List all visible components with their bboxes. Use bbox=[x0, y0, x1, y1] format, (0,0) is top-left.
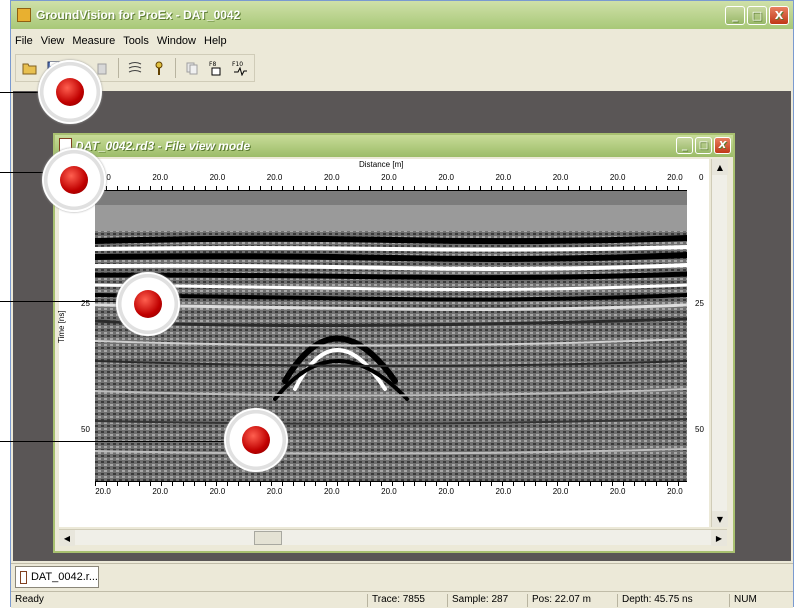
mdi-workspace: DAT_0042.rd3 - File view mode _ □ X Dist… bbox=[13, 91, 791, 561]
callout-leader-line bbox=[0, 301, 126, 302]
hotspot-dot-icon bbox=[56, 78, 84, 106]
tick-label: 20.0 bbox=[152, 173, 168, 182]
y-tick-right-25: 25 bbox=[695, 299, 704, 308]
app-icon bbox=[17, 8, 31, 22]
tick-label: 20.0 bbox=[209, 487, 226, 496]
tick-label: 20.0 bbox=[667, 173, 683, 182]
bottom-tick-labels: 20.0 20.0 20.0 20.0 20.0 20.0 20.0 20.0 … bbox=[89, 487, 689, 497]
copy-icon[interactable] bbox=[182, 58, 202, 78]
callout-leader-line bbox=[0, 92, 50, 93]
vertical-scrollbar[interactable]: ▲ ▼ bbox=[711, 159, 728, 527]
tick-label: 20.0 bbox=[152, 487, 168, 496]
menu-tools[interactable]: Tools bbox=[123, 35, 149, 47]
tick-label: 20.0 bbox=[381, 487, 397, 496]
callout-hotspot-toolbar[interactable] bbox=[38, 60, 102, 124]
tick-label: 20.0 bbox=[552, 173, 569, 182]
horizontal-scroll-thumb[interactable] bbox=[254, 531, 282, 545]
child-minimize-button[interactable]: _ bbox=[676, 137, 693, 154]
tick-label: 20.0 bbox=[266, 173, 283, 182]
y-tick-right-50: 50 bbox=[695, 425, 704, 434]
callout-hotspot-surface[interactable] bbox=[116, 272, 180, 336]
status-sample: Sample: 287 bbox=[447, 594, 508, 607]
tick-label: 20.0 bbox=[495, 487, 512, 496]
f8-label: F8 bbox=[209, 61, 216, 68]
child-maximize-button[interactable]: □ bbox=[695, 137, 712, 154]
document-tab-label: DAT_0042.r... bbox=[30, 571, 98, 583]
document-tab-bar: DAT_0042.r... bbox=[11, 563, 793, 589]
document-tab[interactable]: DAT_0042.r... bbox=[15, 566, 99, 588]
maximize-button[interactable]: □ bbox=[747, 6, 767, 25]
tick-label: 20.0 bbox=[438, 487, 454, 496]
minimize-button[interactable]: _ bbox=[725, 6, 745, 25]
menu-bar: File View Measure Tools Window Help bbox=[11, 31, 227, 51]
menu-help[interactable]: Help bbox=[204, 35, 227, 47]
radargram-image[interactable] bbox=[95, 191, 687, 481]
tick-label: 20.0 bbox=[438, 173, 454, 182]
tick-label: 20.0 bbox=[209, 173, 226, 182]
tick-label: 20.0 bbox=[552, 487, 569, 496]
window-buttons: _ □ X bbox=[725, 6, 789, 25]
callout-hotspot-depth[interactable] bbox=[224, 408, 288, 472]
y-axis-label: Time [ns] bbox=[57, 310, 66, 343]
toolbar-separator bbox=[175, 58, 176, 78]
child-window: DAT_0042.rd3 - File view mode _ □ X Dist… bbox=[53, 133, 735, 553]
probe-icon[interactable] bbox=[149, 58, 169, 78]
tick-label: 20.0 bbox=[323, 487, 340, 496]
radargram-graphic bbox=[95, 191, 687, 481]
scan-icon[interactable] bbox=[125, 58, 145, 78]
y-tick-left-25: 25 bbox=[81, 299, 90, 308]
hotspot-dot-icon bbox=[242, 426, 270, 454]
status-ready: Ready bbox=[15, 594, 44, 605]
y-tick-right-0: 0 bbox=[699, 173, 704, 182]
scroll-left-icon[interactable]: ◀ bbox=[59, 530, 75, 546]
scroll-down-icon[interactable]: ▼ bbox=[712, 511, 728, 527]
tick-label: 20.0 bbox=[609, 487, 626, 496]
status-num: NUM bbox=[729, 594, 757, 607]
tick-label: 20.0 bbox=[667, 487, 683, 496]
f8-icon[interactable]: F8 bbox=[206, 58, 226, 78]
tick-label: 20.0 bbox=[95, 487, 111, 496]
child-title: DAT_0042.rd3 - File view mode bbox=[75, 139, 251, 153]
callout-hotspot-window[interactable] bbox=[42, 148, 106, 212]
tick-label: 20.0 bbox=[381, 173, 397, 182]
tick-label: 20.0 bbox=[266, 487, 283, 496]
document-tab-icon bbox=[20, 570, 27, 584]
scroll-right-icon[interactable]: ▶ bbox=[711, 530, 727, 546]
scroll-up-icon[interactable]: ▲ bbox=[712, 159, 728, 175]
tick-label: 20.0 bbox=[323, 173, 340, 182]
f10-label: F10 bbox=[232, 61, 243, 68]
menu-measure[interactable]: Measure bbox=[72, 35, 116, 47]
top-tick-marks bbox=[95, 186, 687, 191]
child-title-bar[interactable]: DAT_0042.rd3 - File view mode _ □ X bbox=[55, 135, 733, 157]
menu-file[interactable]: File bbox=[15, 35, 33, 47]
radargram-view[interactable]: Distance [m] Time [ns] 20.0 20.0 20.0 20… bbox=[57, 159, 724, 527]
status-depth: Depth: 45.75 ns bbox=[617, 594, 693, 607]
hotspot-dot-icon bbox=[60, 166, 88, 194]
app-title: GroundVision for ProEx - DAT_0042 bbox=[36, 8, 241, 22]
tick-label: 20.0 bbox=[609, 173, 626, 182]
y-tick-left-50: 50 bbox=[81, 425, 90, 434]
status-bar: Ready Trace: 7855 Sample: 287 Pos: 22.07… bbox=[11, 591, 793, 608]
callout-leader-line bbox=[0, 172, 50, 173]
delete-icon[interactable] bbox=[92, 58, 112, 78]
f10-icon[interactable]: F10 bbox=[230, 58, 250, 78]
menu-window[interactable]: Window bbox=[156, 35, 196, 47]
callout-leader-line bbox=[0, 441, 228, 442]
open-folder-icon[interactable] bbox=[20, 58, 40, 78]
toolbar-separator bbox=[118, 58, 119, 78]
status-trace: Trace: 7855 bbox=[367, 594, 425, 607]
status-position: Pos: 22.07 m bbox=[527, 594, 591, 607]
bottom-tick-marks bbox=[95, 481, 687, 486]
horizontal-scrollbar[interactable]: ◀ ▶ bbox=[59, 529, 727, 546]
child-close-button[interactable]: X bbox=[714, 137, 731, 154]
child-window-buttons: _ □ X bbox=[676, 137, 731, 154]
close-button[interactable]: X bbox=[769, 6, 789, 25]
hotspot-dot-icon bbox=[134, 290, 162, 318]
top-tick-labels: 20.0 20.0 20.0 20.0 20.0 20.0 20.0 20.0 … bbox=[89, 173, 689, 183]
tick-label: 20.0 bbox=[495, 173, 512, 182]
menu-view[interactable]: View bbox=[40, 35, 65, 47]
app-window: GroundVision for ProEx - DAT_0042 _ □ X … bbox=[10, 0, 794, 608]
title-bar[interactable]: GroundVision for ProEx - DAT_0042 _ □ X bbox=[11, 1, 793, 29]
x-axis-label: Distance [m] bbox=[359, 160, 404, 169]
